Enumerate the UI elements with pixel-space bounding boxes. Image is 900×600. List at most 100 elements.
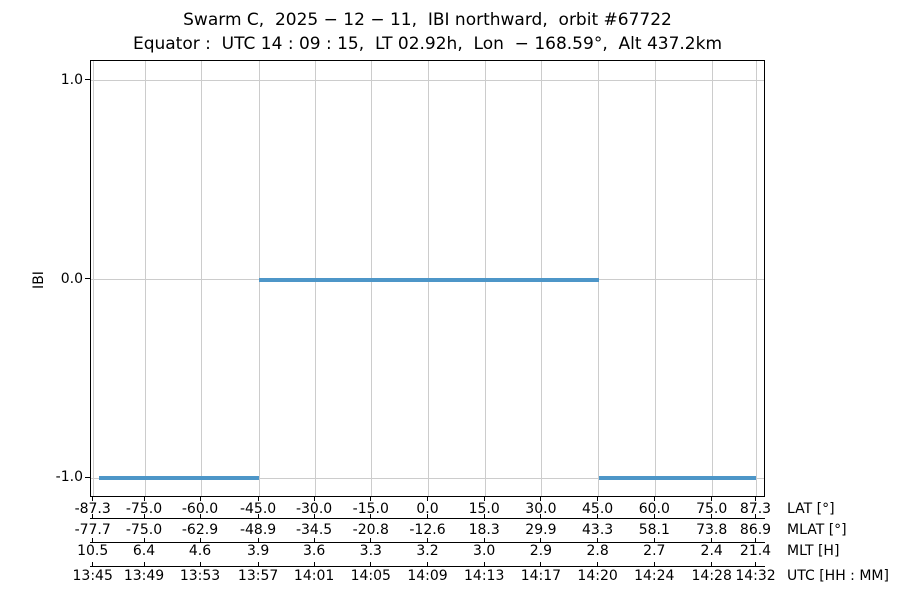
x-tick-label-lat: 30.0 xyxy=(525,501,557,517)
x-tick-utc xyxy=(143,562,145,566)
x-tick-mlt xyxy=(755,538,756,542)
x-tick-lat xyxy=(711,497,713,501)
x-tick-label-lat: -15.0 xyxy=(352,501,389,517)
x-tick-label-utc: 13:45 xyxy=(72,568,113,584)
x-tick-mlt xyxy=(143,538,145,542)
x-tick-label-mlat: 58.1 xyxy=(638,522,670,538)
x-tick-label-mlat: 86.9 xyxy=(739,522,772,538)
x-tick-utc xyxy=(199,562,201,566)
x-tick-mlat xyxy=(483,514,485,518)
chart-subtitle: Equator : UTC 14 : 09 : 15, LT 02.92h, L… xyxy=(132,34,723,54)
x-tick-mlt xyxy=(313,538,315,542)
x-tick-label-lat: 45.0 xyxy=(582,501,614,517)
x-row-axis-line-mlat xyxy=(90,518,765,519)
data-line-segment xyxy=(259,277,599,282)
x-tick-mlat xyxy=(427,514,428,518)
x-tick-lat xyxy=(653,497,655,501)
x-tick-label-mlt: 3.2 xyxy=(416,543,439,559)
h-gridline xyxy=(91,477,764,479)
v-gridline xyxy=(200,61,202,496)
x-row-unit-label-mlat: MLAT [°] xyxy=(787,522,847,538)
x-tick-label-mlt: 3.6 xyxy=(302,543,326,559)
x-tick-lat xyxy=(427,497,428,501)
x-tick-label-mlat: -48.9 xyxy=(239,522,277,538)
x-tick-label-mlt: 2.4 xyxy=(700,543,723,559)
x-tick-lat xyxy=(540,497,542,501)
data-line-segment xyxy=(99,476,260,481)
x-tick-label-lat: 87.3 xyxy=(739,501,772,517)
x-row-unit-label-utc: UTC [HH : MM] xyxy=(787,568,889,584)
x-tick-label-lat: 75.0 xyxy=(696,501,728,517)
x-tick-label-mlt: 3.0 xyxy=(473,543,496,559)
x-tick-label-utc: 14:17 xyxy=(520,568,562,584)
x-tick-utc xyxy=(313,562,315,566)
x-tick-label-mlat: 43.3 xyxy=(582,522,614,538)
x-tick-mlt xyxy=(199,538,201,542)
x-tick-label-mlat: -12.6 xyxy=(409,522,446,538)
x-tick-label-lat: -87.3 xyxy=(74,501,111,517)
x-tick-label-mlt: 2.9 xyxy=(529,543,553,559)
x-tick-label-lat: 15.0 xyxy=(468,501,500,517)
x-tick-mlt xyxy=(597,538,599,542)
x-tick-utc xyxy=(257,562,259,566)
x-tick-utc xyxy=(755,562,756,566)
x-tick-label-mlt: 6.4 xyxy=(132,543,156,559)
x-row-axis-line-mlt xyxy=(90,542,765,543)
x-tick-mlt xyxy=(653,538,655,542)
x-tick-label-mlat: 18.3 xyxy=(468,522,500,538)
x-tick-label-utc: 14:24 xyxy=(634,568,675,584)
x-tick-label-mlt: 2.8 xyxy=(586,543,609,559)
x-tick-lat xyxy=(755,497,756,501)
x-row-axis-line-utc xyxy=(90,566,765,567)
y-tick-label: -1.0 xyxy=(55,469,83,486)
x-tick-mlat xyxy=(143,514,145,518)
v-gridline xyxy=(93,61,95,496)
v-gridline xyxy=(756,61,757,496)
x-tick-mlat xyxy=(370,514,372,518)
x-tick-lat xyxy=(370,497,372,501)
x-tick-utc xyxy=(653,562,655,566)
x-tick-lat xyxy=(597,497,599,501)
x-tick-utc xyxy=(92,562,94,566)
x-tick-label-utc: 14:09 xyxy=(407,568,448,584)
x-tick-label-mlt: 2.7 xyxy=(643,543,666,559)
x-tick-mlat xyxy=(199,514,201,518)
x-tick-label-lat: -45.0 xyxy=(239,501,277,517)
x-tick-label-lat: -75.0 xyxy=(125,501,163,517)
x-tick-lat xyxy=(143,497,145,501)
x-tick-utc xyxy=(540,562,542,566)
x-tick-label-mlat: 73.8 xyxy=(696,522,728,538)
x-tick-lat xyxy=(313,497,315,501)
x-tick-mlt xyxy=(427,538,428,542)
x-tick-label-mlt: 10.5 xyxy=(77,543,109,559)
x-tick-mlt xyxy=(370,538,372,542)
x-tick-mlat xyxy=(597,514,599,518)
x-tick-mlt xyxy=(540,538,542,542)
y-tick xyxy=(85,476,90,478)
x-tick-lat xyxy=(199,497,201,501)
x-tick-label-lat: 60.0 xyxy=(638,501,670,517)
x-tick-label-utc: 13:49 xyxy=(123,568,165,584)
x-tick-mlat xyxy=(257,514,259,518)
y-tick xyxy=(85,79,90,81)
v-gridline xyxy=(598,61,600,496)
x-tick-mlt xyxy=(257,538,259,542)
x-tick-label-mlat: -20.8 xyxy=(352,522,389,538)
plot-area xyxy=(90,60,765,497)
x-row-unit-label-lat: LAT [°] xyxy=(787,501,835,517)
x-tick-label-lat: 0.0 xyxy=(416,501,439,517)
x-tick-label-utc: 13:53 xyxy=(179,568,221,584)
x-tick-lat xyxy=(257,497,259,501)
x-tick-label-utc: 14:32 xyxy=(735,568,776,584)
v-gridline xyxy=(144,61,146,496)
x-tick-mlat xyxy=(755,514,756,518)
x-tick-mlat xyxy=(313,514,315,518)
y-tick-label: 1.0 xyxy=(60,71,83,88)
x-tick-label-mlat: -34.5 xyxy=(295,522,333,538)
x-tick-mlat xyxy=(540,514,542,518)
x-tick-label-lat: -60.0 xyxy=(181,501,219,517)
x-tick-label-mlt: 3.3 xyxy=(359,543,382,559)
x-tick-label-lat: -30.0 xyxy=(295,501,333,517)
data-line-segment xyxy=(598,476,757,481)
